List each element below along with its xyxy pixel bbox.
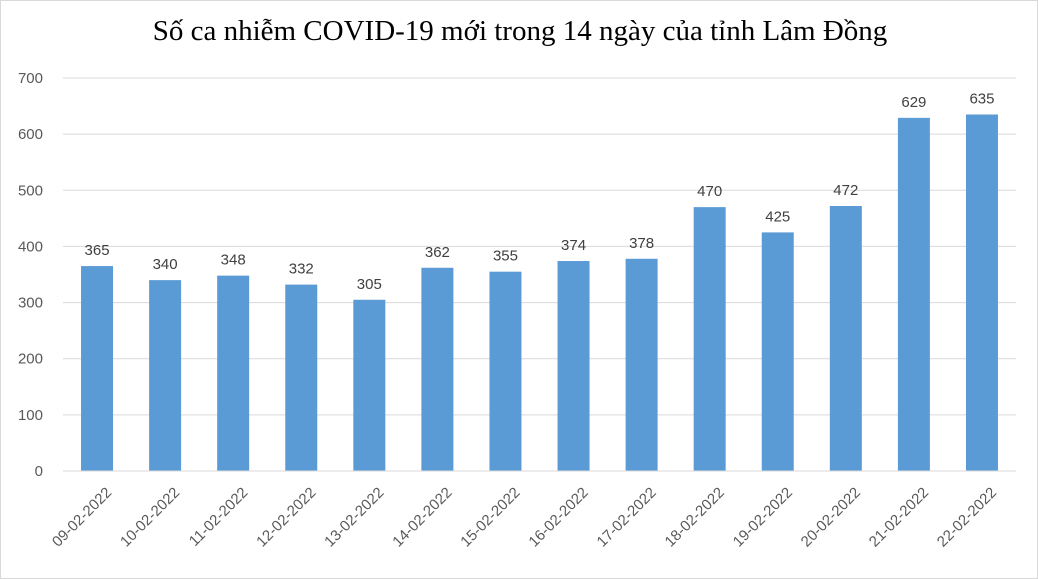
- x-tick-label-21-02-2022: 21-02-2022: [866, 484, 932, 550]
- bar-20-02-2022: [829, 206, 862, 471]
- y-tick-label-600: 600: [18, 126, 43, 143]
- x-tick-label-19-02-2022: 19-02-2022: [730, 484, 796, 550]
- data-label-13-02-2022: 305: [357, 276, 382, 293]
- y-tick-label-400: 400: [18, 238, 43, 255]
- x-tick-label-16-02-2022: 16-02-2022: [525, 484, 591, 550]
- x-tick-label-14-02-2022: 14-02-2022: [389, 484, 455, 550]
- data-label-18-02-2022: 470: [697, 183, 722, 200]
- x-tick-label-20-02-2022: 20-02-2022: [798, 484, 864, 550]
- bar-22-02-2022: [965, 114, 998, 471]
- bar-18-02-2022: [693, 207, 726, 471]
- data-label-12-02-2022: 332: [289, 261, 314, 278]
- bar-14-02-2022: [421, 267, 454, 471]
- data-label-22-02-2022: 635: [969, 90, 994, 107]
- bar-13-02-2022: [353, 299, 386, 471]
- y-tick-label-0: 0: [35, 463, 43, 480]
- bar-09-02-2022: [81, 266, 114, 471]
- data-label-20-02-2022: 472: [833, 182, 858, 199]
- data-label-10-02-2022: 340: [153, 256, 178, 273]
- bar-17-02-2022: [625, 258, 658, 471]
- data-label-09-02-2022: 365: [85, 242, 110, 259]
- bar-10-02-2022: [149, 280, 182, 471]
- bar-15-02-2022: [489, 271, 522, 471]
- data-label-17-02-2022: 378: [629, 235, 654, 252]
- y-tick-label-100: 100: [18, 407, 43, 424]
- chart-title: Số ca nhiễm COVID-19 mới trong 14 ngày c…: [152, 15, 888, 47]
- y-tick-label-200: 200: [18, 351, 43, 368]
- x-tick-label-22-02-2022: 22-02-2022: [934, 484, 1000, 550]
- data-label-21-02-2022: 629: [901, 94, 926, 111]
- data-label-11-02-2022: 348: [221, 252, 246, 269]
- bar-19-02-2022: [761, 232, 794, 471]
- y-tick-label-300: 300: [18, 295, 43, 312]
- x-tick-label-10-02-2022: 10-02-2022: [117, 484, 183, 550]
- x-tick-label-18-02-2022: 18-02-2022: [662, 484, 728, 550]
- bar-11-02-2022: [217, 275, 250, 471]
- bar-16-02-2022: [557, 261, 590, 471]
- bar-21-02-2022: [897, 117, 930, 472]
- bar-12-02-2022: [285, 284, 318, 471]
- x-tick-label-13-02-2022: 13-02-2022: [321, 484, 387, 550]
- x-tick-label-11-02-2022: 11-02-2022: [186, 484, 251, 549]
- data-label-14-02-2022: 362: [425, 244, 450, 261]
- x-tick-label-17-02-2022: 17-02-2022: [594, 484, 660, 550]
- data-label-16-02-2022: 374: [561, 237, 586, 254]
- x-tick-label-09-02-2022: 09-02-2022: [49, 484, 115, 550]
- data-label-19-02-2022: 425: [765, 208, 790, 225]
- x-tick-label-15-02-2022: 15-02-2022: [457, 484, 523, 550]
- data-label-15-02-2022: 355: [493, 248, 518, 265]
- x-tick-label-12-02-2022: 12-02-2022: [253, 484, 319, 550]
- y-tick-label-700: 700: [18, 70, 43, 87]
- y-tick-label-500: 500: [18, 182, 43, 199]
